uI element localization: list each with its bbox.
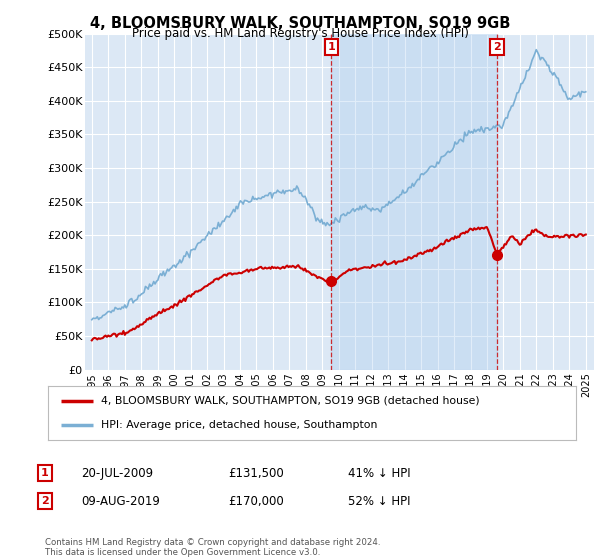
Text: 4, BLOOMSBURY WALK, SOUTHAMPTON, SO19 9GB: 4, BLOOMSBURY WALK, SOUTHAMPTON, SO19 9G…: [90, 16, 510, 31]
Bar: [331, 34, 497, 370]
Text: HPI: Average price, detached house, Southampton: HPI: Average price, detached house, Sout…: [101, 420, 377, 430]
Text: 1: 1: [328, 42, 335, 52]
Text: Contains HM Land Registry data © Crown copyright and database right 2024.
This d: Contains HM Land Registry data © Crown c…: [45, 538, 380, 557]
Text: Price paid vs. HM Land Registry's House Price Index (HPI): Price paid vs. HM Land Registry's House …: [131, 27, 469, 40]
Text: £131,500: £131,500: [228, 466, 284, 480]
Text: 1: 1: [41, 468, 49, 478]
Text: £170,000: £170,000: [228, 494, 284, 508]
Text: 52% ↓ HPI: 52% ↓ HPI: [348, 494, 410, 508]
Text: 4, BLOOMSBURY WALK, SOUTHAMPTON, SO19 9GB (detached house): 4, BLOOMSBURY WALK, SOUTHAMPTON, SO19 9G…: [101, 396, 479, 406]
Text: 2: 2: [493, 42, 501, 52]
Text: 20-JUL-2009: 20-JUL-2009: [81, 466, 153, 480]
Text: 41% ↓ HPI: 41% ↓ HPI: [348, 466, 410, 480]
Text: 09-AUG-2019: 09-AUG-2019: [81, 494, 160, 508]
Text: 2: 2: [41, 496, 49, 506]
